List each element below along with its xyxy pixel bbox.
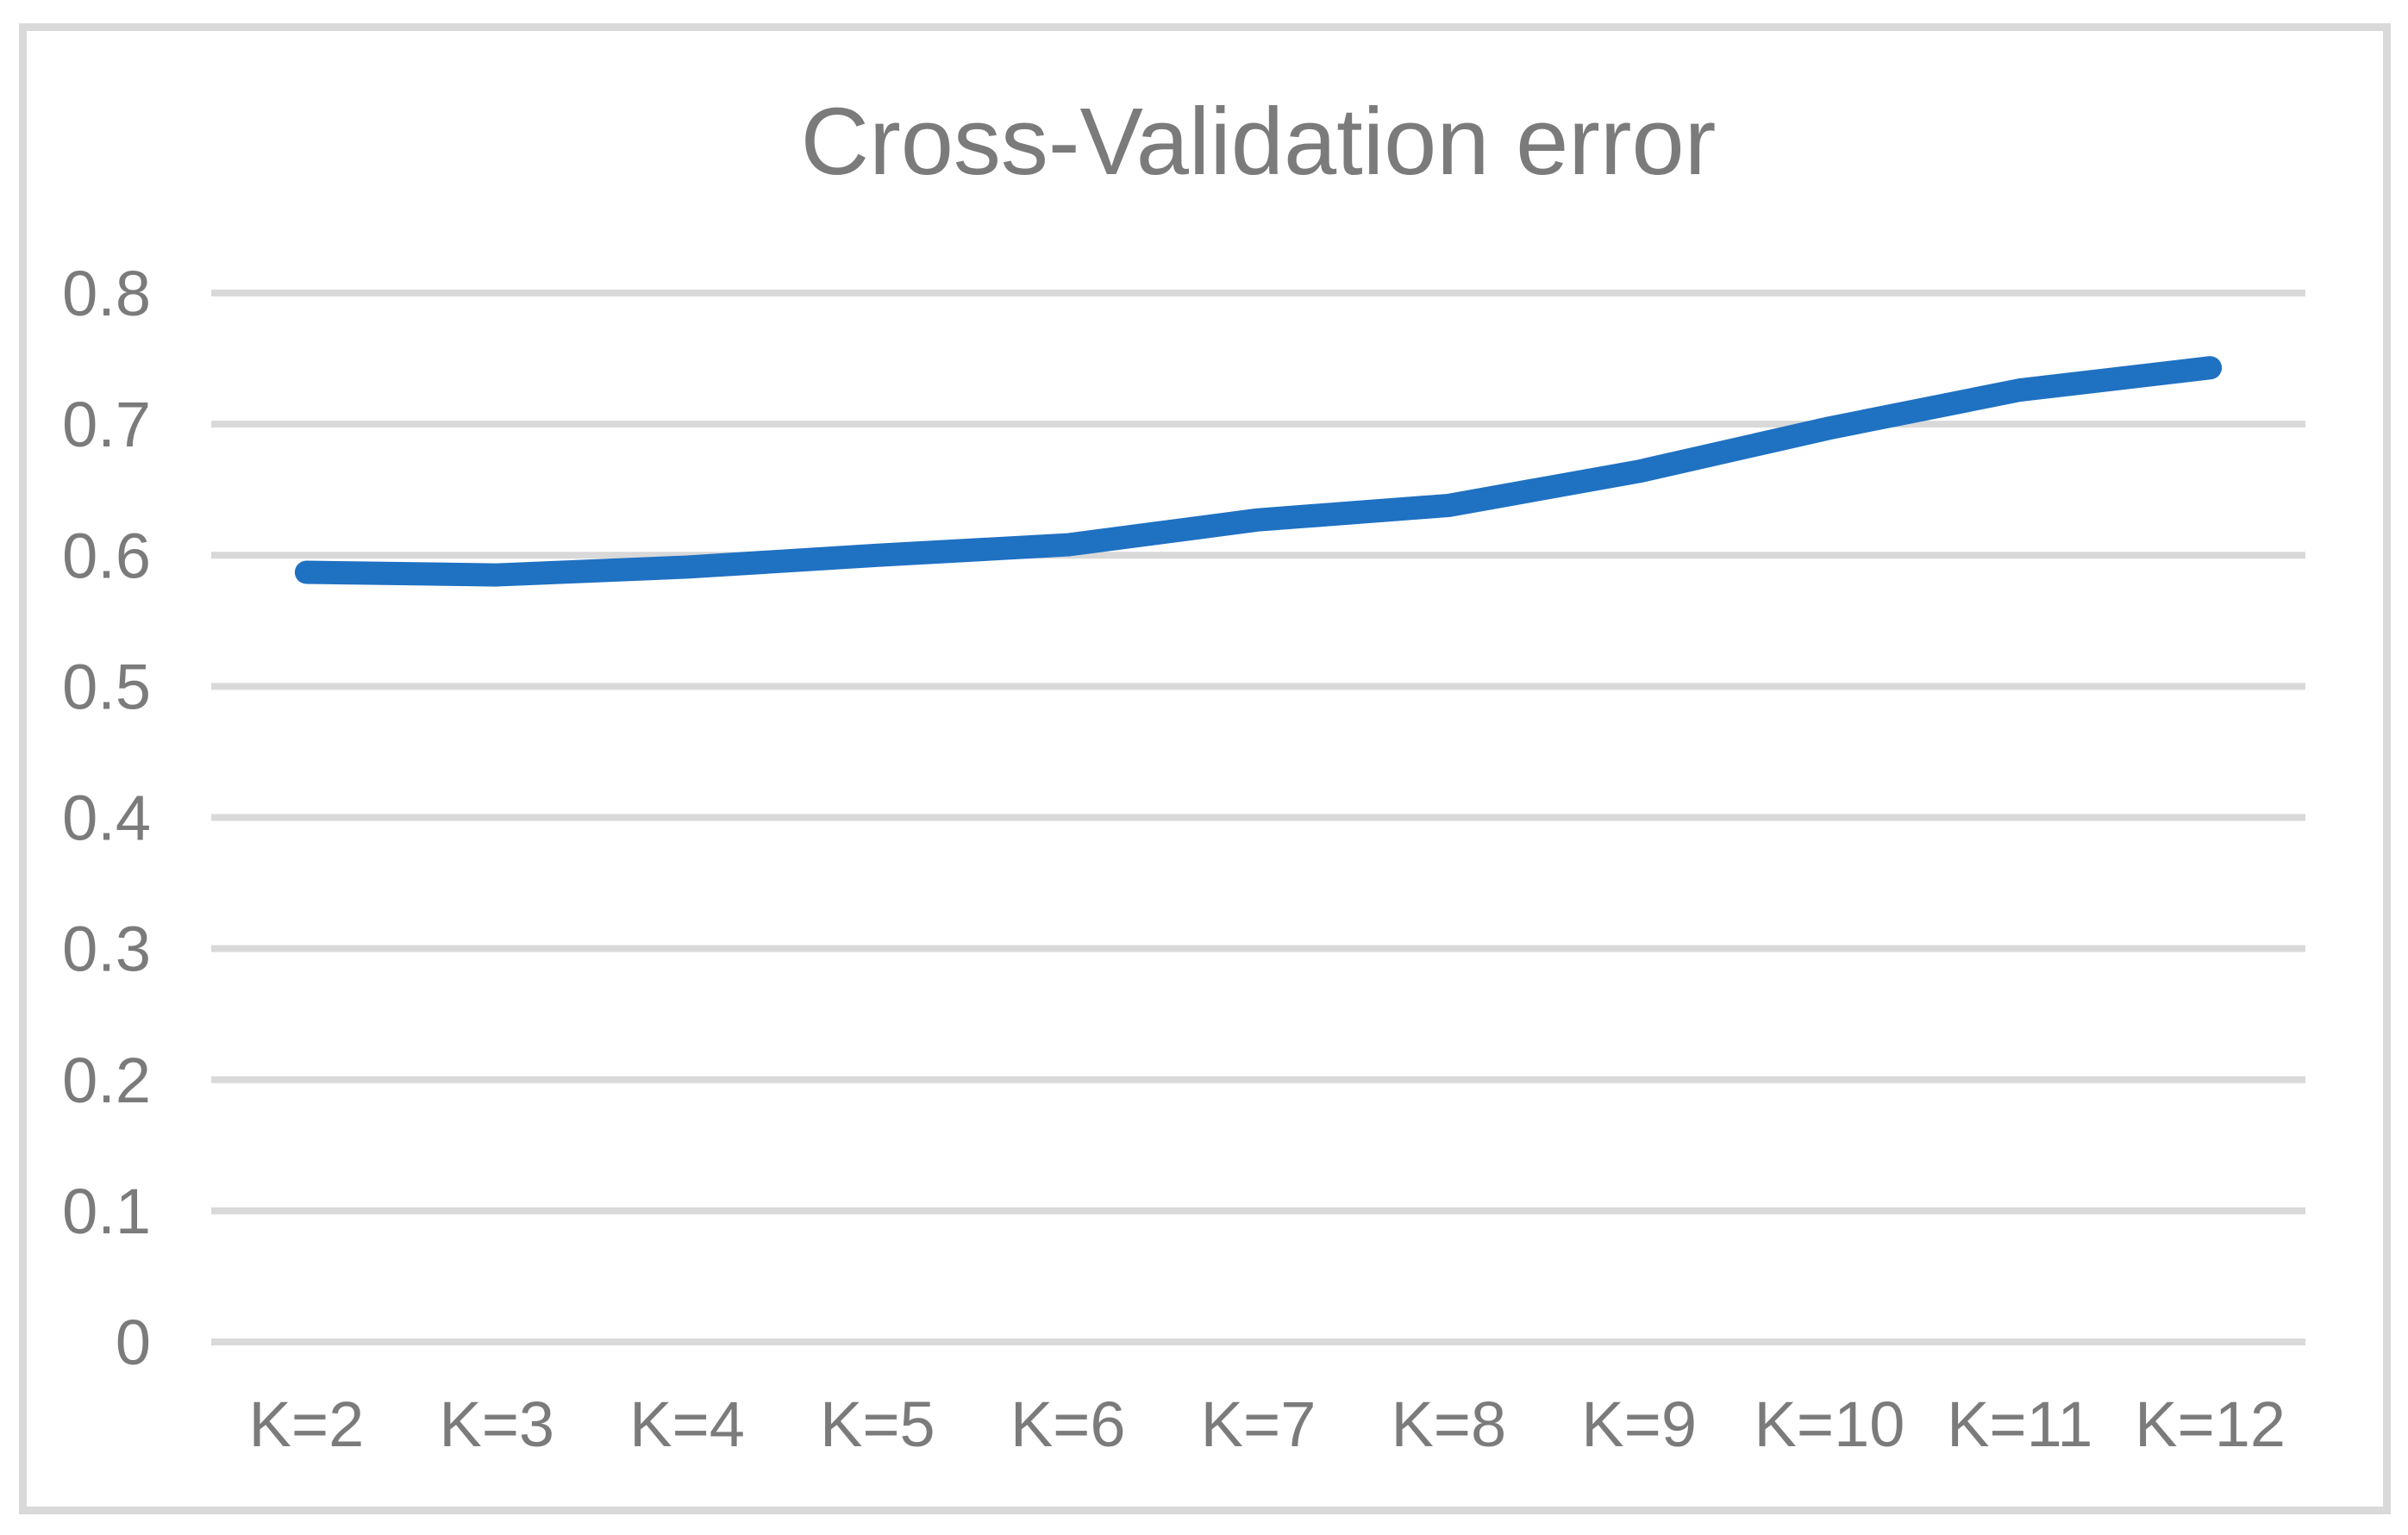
y-tick-label: 0.4	[62, 783, 151, 854]
x-tick-label: K=8	[1391, 1388, 1506, 1460]
x-tick-label: K=5	[820, 1388, 935, 1460]
x-tick-label: K=11	[1947, 1388, 2092, 1460]
y-tick-label: 0.6	[62, 520, 151, 591]
x-tick-label: K=4	[629, 1388, 745, 1460]
x-tick-label: K=9	[1581, 1388, 1697, 1460]
y-tick-label: 0.2	[62, 1045, 151, 1116]
y-tick-label: 0.8	[62, 258, 151, 329]
y-tick-label: 0.3	[62, 914, 151, 985]
x-tick-label: K=2	[249, 1388, 365, 1460]
x-tick-label: K=7	[1201, 1388, 1317, 1460]
y-tick-label: 0	[116, 1307, 151, 1378]
cross-validation-error-line	[294, 356, 2223, 587]
y-tick-label: 0.1	[62, 1176, 151, 1247]
chart-title: Cross-Validation error	[800, 89, 1717, 195]
y-tick-label: 0.7	[62, 389, 151, 460]
x-tick-label: K=12	[2135, 1388, 2286, 1460]
x-tick-label: K=10	[1754, 1388, 1905, 1460]
x-tick-label: K=3	[439, 1388, 554, 1460]
x-tick-label: K=6	[1010, 1388, 1126, 1460]
figure-frame	[19, 23, 2391, 1514]
y-tick-label: 0.5	[62, 651, 151, 722]
